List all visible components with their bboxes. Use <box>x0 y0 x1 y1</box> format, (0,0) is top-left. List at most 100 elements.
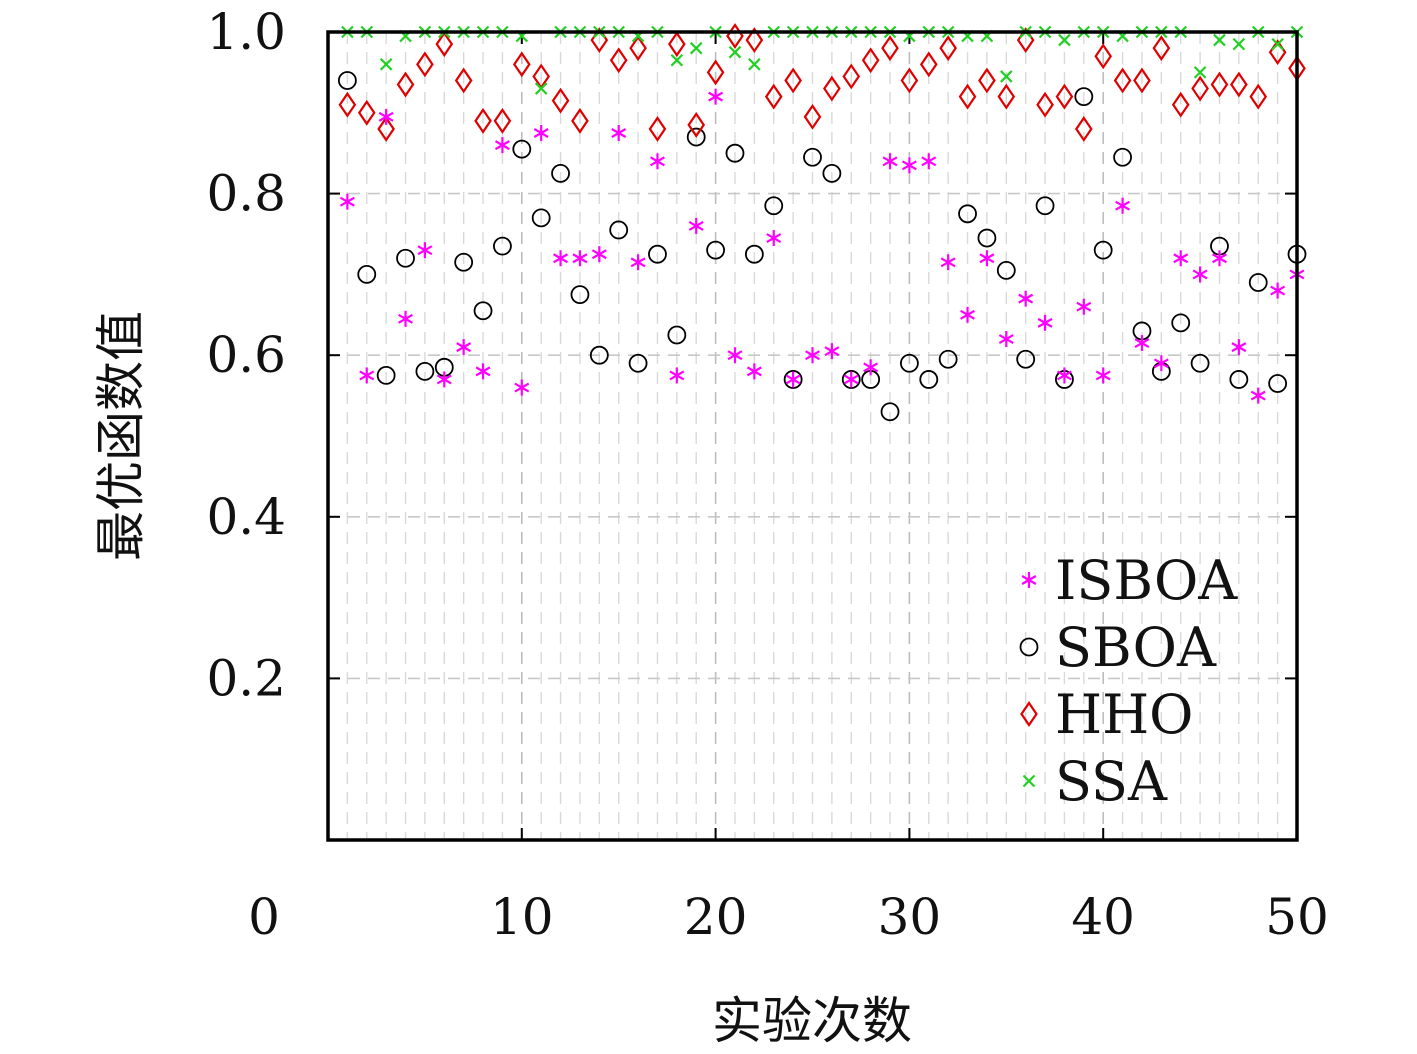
plot-frame <box>326 30 1299 842</box>
data-point-sboa <box>725 143 745 163</box>
data-point-hho <box>1249 83 1268 110</box>
data-point-isboa <box>1076 298 1092 315</box>
data-point-hho <box>629 35 647 62</box>
data-point-hho <box>609 47 628 74</box>
data-point-hho <box>377 116 395 142</box>
data-point-isboa <box>785 371 801 388</box>
data-point-hho <box>357 99 376 126</box>
data-point-sboa <box>996 260 1016 280</box>
data-point-sboa <box>900 353 919 373</box>
data-point-isboa <box>533 125 549 141</box>
data-point-isboa <box>863 359 879 376</box>
x-tick-label: 10 <box>490 888 554 946</box>
data-point-hho <box>939 35 957 62</box>
data-point-sboa <box>570 285 590 305</box>
legend-label-isboa: ISBOA <box>1055 549 1238 612</box>
data-point-isboa <box>572 250 588 267</box>
data-point-isboa <box>417 242 433 259</box>
data-point-hho <box>474 107 492 134</box>
data-point-hho <box>396 71 415 98</box>
data-point-isboa <box>359 367 375 384</box>
data-point-isboa <box>1153 355 1169 372</box>
data-point-hho <box>803 103 822 130</box>
data-point-isboa <box>378 108 394 125</box>
data-point-hho <box>1036 91 1054 118</box>
data-point-sboa <box>667 325 687 345</box>
data-point-isboa <box>979 250 995 267</box>
data-point-sboa <box>1190 353 1210 373</box>
data-point-sboa <box>1016 349 1036 369</box>
legend-marker-sboa <box>1019 637 1039 657</box>
data-point-ssa <box>1213 33 1226 47</box>
data-point-isboa <box>708 88 724 105</box>
data-point-hho <box>338 91 357 118</box>
data-point-sboa <box>1093 240 1113 260</box>
data-point-ssa <box>689 41 703 55</box>
data-point-sboa <box>628 353 648 373</box>
data-point-sboa <box>493 236 512 256</box>
data-point-isboa <box>553 250 569 267</box>
data-point-sboa <box>357 264 377 284</box>
data-point-hho <box>919 51 938 78</box>
data-point-isboa <box>1095 367 1111 384</box>
data-point-hho <box>997 83 1016 110</box>
y-tick-label: 0.2 <box>206 649 286 707</box>
data-point-sboa <box>473 301 493 321</box>
data-point-sboa <box>764 196 784 216</box>
data-point-hho <box>881 35 899 62</box>
data-point-isboa <box>882 153 898 170</box>
data-point-sboa <box>1113 147 1132 167</box>
data-point-sboa <box>551 163 570 183</box>
data-point-hho <box>435 31 454 58</box>
y-axis-title: 最优函数值 <box>92 311 150 561</box>
data-point-sboa <box>376 365 396 385</box>
data-points <box>337 23 1307 422</box>
data-point-ssa <box>728 45 742 59</box>
y-tick-label: 1.0 <box>206 3 286 61</box>
data-point-ssa <box>1193 66 1207 79</box>
data-point-isboa <box>901 157 917 174</box>
legend-label-hho: HHO <box>1055 683 1193 746</box>
data-point-hho <box>571 107 589 134</box>
data-point-hho <box>784 67 802 94</box>
data-point-ssa <box>1058 33 1071 47</box>
data-point-hho <box>551 87 570 114</box>
data-point-hho <box>842 63 861 90</box>
data-point-sboa <box>1248 273 1268 292</box>
data-point-ssa <box>379 58 393 71</box>
data-point-isboa <box>398 310 413 327</box>
data-point-isboa <box>727 347 743 364</box>
data-point-isboa <box>998 331 1014 348</box>
data-point-sboa <box>744 244 764 264</box>
data-point-hho <box>900 67 919 94</box>
data-point-sboa <box>589 345 609 365</box>
data-point-isboa <box>514 379 530 396</box>
data-point-isboa <box>921 153 937 170</box>
data-point-hho <box>1094 43 1113 70</box>
data-point-isboa <box>475 363 491 380</box>
data-point-isboa <box>669 367 685 384</box>
y-tick-label: 0.6 <box>206 326 286 384</box>
data-point-hho <box>1230 71 1248 98</box>
data-point-hho <box>764 83 783 110</box>
data-point-ssa <box>1271 37 1284 51</box>
data-point-isboa <box>805 347 820 364</box>
data-point-sboa <box>880 402 900 422</box>
data-point-sboa <box>1229 370 1249 389</box>
data-point-hho <box>1191 75 1209 102</box>
data-point-hho <box>1152 35 1171 62</box>
data-point-isboa <box>688 217 704 234</box>
data-point-hho <box>648 116 667 142</box>
legend-marker-hho <box>1020 701 1038 727</box>
data-point-isboa <box>940 254 956 271</box>
data-point-hho <box>512 51 531 78</box>
data-point-ssa <box>1000 70 1013 83</box>
legend-marker-ssa <box>1022 774 1036 788</box>
data-point-isboa <box>494 137 510 154</box>
data-point-sboa <box>648 244 667 264</box>
y-tick-label: 0.8 <box>206 165 286 223</box>
legend-label-sboa: SBOA <box>1055 616 1217 679</box>
data-point-sboa <box>686 127 706 147</box>
